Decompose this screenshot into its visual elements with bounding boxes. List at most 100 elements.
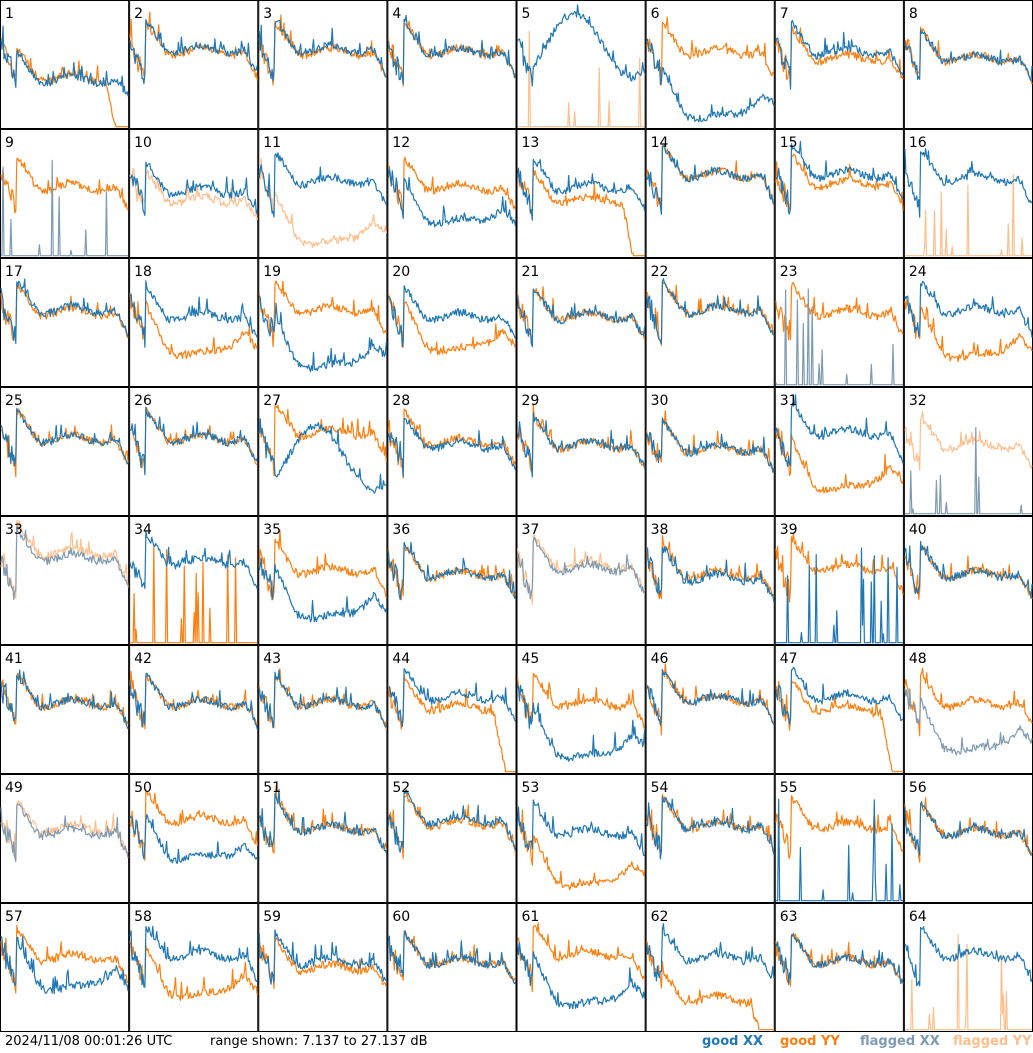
panel-label: 14	[651, 135, 669, 151]
trace-yy-good	[130, 544, 258, 644]
trace-yy-flagged	[904, 173, 1032, 257]
panel-frame	[903, 774, 1033, 903]
panel-58: 58	[129, 903, 259, 1032]
trace-xx-good	[517, 4, 646, 87]
panel-label: 26	[134, 393, 152, 409]
trace-yy-flagged	[904, 410, 1033, 471]
panel-60: 60	[387, 903, 517, 1032]
trace-yy-good	[0, 924, 129, 994]
panel-20: 20	[387, 258, 517, 387]
panel-frame	[774, 903, 904, 1032]
panel-18: 18	[129, 258, 259, 387]
panel-16: 16	[903, 129, 1033, 258]
panel-29: 29	[516, 387, 646, 516]
trace-xx-good	[129, 813, 258, 864]
panel-label: 30	[651, 393, 669, 409]
trace-xx-good	[516, 942, 646, 1010]
trace-xx-good	[516, 799, 645, 856]
panel-label: 34	[134, 522, 152, 538]
panel-label: 63	[780, 909, 798, 925]
panel-27: 27	[258, 387, 388, 516]
panel-label: 9	[5, 135, 14, 151]
trace-yy-good	[775, 153, 904, 211]
panel-label: 36	[392, 522, 410, 538]
panel-label: 6	[651, 6, 660, 22]
panel-62: 62	[645, 903, 775, 1032]
trace-xx-good	[0, 935, 129, 995]
panel-frame	[0, 0, 130, 129]
panel-label: 35	[263, 522, 281, 538]
panel-frame	[903, 258, 1033, 387]
panel-label: 10	[134, 135, 152, 151]
panel-label: 46	[651, 651, 669, 667]
panel-2: 2	[129, 0, 259, 129]
panel-frame	[129, 387, 259, 516]
panel-label: 5	[522, 6, 531, 22]
panel-label: 38	[651, 522, 669, 538]
trace-xx-good	[904, 801, 1033, 856]
panel-label: 17	[5, 264, 23, 280]
panel-14: 14	[645, 129, 775, 258]
trace-xx-good	[387, 168, 517, 228]
panel-1: 1	[0, 0, 130, 129]
trace-xx-good	[646, 144, 775, 215]
trace-yy-flagged	[129, 167, 258, 221]
panel-49: 49	[0, 774, 130, 903]
panel-label: 29	[522, 393, 540, 409]
trace-yy-good	[258, 936, 387, 990]
trace-yy-good	[387, 789, 517, 859]
trace-yy-good	[775, 282, 904, 341]
trace-xx-good	[646, 38, 775, 123]
trace-xx-good	[129, 406, 258, 476]
panel-frame	[0, 774, 130, 903]
trace-xx-good	[0, 407, 129, 466]
panel-12: 12	[387, 129, 517, 258]
panel-label: 47	[780, 651, 798, 667]
legend-flagged-yy: flagged YY	[953, 1034, 1032, 1049]
panel-label: 20	[392, 264, 410, 280]
panel-label: 64	[909, 909, 927, 925]
trace-xx-good	[516, 684, 646, 762]
trace-xx-good	[646, 668, 775, 726]
panel-label: 3	[263, 6, 272, 22]
trace-yy-good	[646, 940, 774, 1031]
trace-xx-good	[129, 280, 258, 348]
panel-36: 36	[387, 516, 517, 645]
panel-frame	[774, 774, 904, 903]
panel-frame	[258, 516, 388, 645]
panel-label: 44	[392, 651, 410, 667]
panel-label: 18	[134, 264, 152, 280]
trace-yy-good	[129, 940, 258, 1001]
trace-yy-good	[258, 529, 387, 600]
panel-64: 64	[903, 903, 1033, 1032]
panel-label: 41	[5, 651, 23, 667]
panel-55: 55	[774, 774, 904, 903]
legend-flagged-xx: flagged XX	[860, 1034, 940, 1049]
panel-frame	[645, 774, 775, 903]
panel-42: 42	[129, 645, 259, 774]
panel-13: 13	[516, 129, 646, 258]
panel-frame	[774, 645, 904, 774]
trace-xx-good	[646, 546, 775, 603]
panel-21: 21	[516, 258, 646, 387]
trace-yy-flagged	[258, 157, 387, 249]
panel-frame	[387, 645, 517, 774]
panel-24: 24	[903, 258, 1033, 387]
trace-yy-flagged	[517, 30, 645, 128]
panel-label: 19	[263, 264, 281, 280]
trace-xx-good	[258, 557, 387, 623]
trace-yy-good	[516, 922, 646, 993]
panel-frame	[516, 129, 646, 258]
panel-48: 48	[903, 645, 1033, 774]
panel-label: 1	[5, 6, 14, 22]
trace-yy-good	[646, 535, 775, 600]
panel-frame	[645, 258, 775, 387]
panel-44: 44	[387, 645, 517, 774]
trace-yy-flagged	[516, 534, 646, 606]
panel-54: 54	[645, 774, 775, 903]
trace-xx-good	[258, 152, 387, 218]
panel-label: 21	[522, 264, 540, 280]
trace-xx-good	[258, 295, 387, 373]
trace-xx-good	[258, 669, 387, 729]
trace-xx-good	[129, 161, 258, 216]
